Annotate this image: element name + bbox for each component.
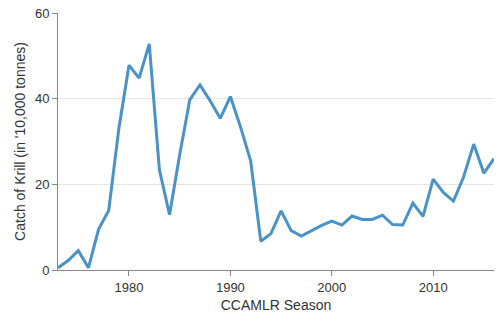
svg-text:CCAMLR Season: CCAMLR Season bbox=[221, 297, 332, 313]
svg-text:40: 40 bbox=[35, 91, 49, 106]
svg-text:Catch of Krill (in '10,000 ton: Catch of Krill (in '10,000 tonnes) bbox=[12, 42, 28, 241]
svg-text:0: 0 bbox=[42, 263, 49, 278]
svg-text:1990: 1990 bbox=[216, 280, 245, 295]
svg-text:2000: 2000 bbox=[317, 280, 346, 295]
svg-text:20: 20 bbox=[35, 177, 49, 192]
svg-text:1980: 1980 bbox=[115, 280, 144, 295]
svg-text:60: 60 bbox=[35, 6, 49, 21]
svg-text:2010: 2010 bbox=[419, 280, 448, 295]
